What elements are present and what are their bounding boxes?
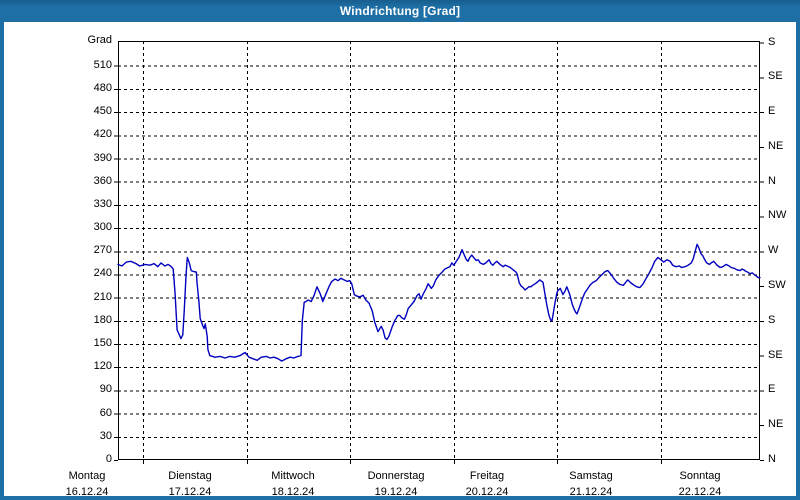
compass-label: N xyxy=(768,174,776,187)
day-label: Donnerstag 19.12.24 xyxy=(368,468,425,500)
day-name: Freitag xyxy=(469,470,505,482)
day-date: 19.12.24 xyxy=(374,486,418,498)
day-label: Freitag 20.12.24 xyxy=(466,468,509,500)
y-axis-left-label: 60 xyxy=(99,406,112,419)
y-axis-left-label: 270 xyxy=(93,244,112,257)
compass-label: SE xyxy=(768,348,783,361)
compass-label: S xyxy=(768,35,776,48)
plot-border xyxy=(118,41,760,460)
day-name: Samstag xyxy=(569,470,613,482)
y-axis-left-label: 420 xyxy=(93,128,112,141)
day-label: Sonntag 22.12.24 xyxy=(679,468,722,500)
wind-direction-line-chart xyxy=(114,41,764,464)
day-date: 21.12.24 xyxy=(569,486,613,498)
compass-label: SE xyxy=(768,70,783,83)
y-axis-unit-label: Grad xyxy=(87,34,112,46)
compass-label: S xyxy=(768,313,776,326)
compass-label: NE xyxy=(768,418,784,431)
series-line-windrichtung xyxy=(117,243,761,362)
day-date: 16.12.24 xyxy=(65,486,109,498)
y-axis-left-label: 300 xyxy=(93,221,112,234)
chart-panel: Grad 510 480 450 420 390 360 330 300 270 240 210 18… xyxy=(4,22,796,498)
y-axis-left-label: 510 xyxy=(93,58,112,71)
y-axis-left-label: 150 xyxy=(93,337,112,350)
compass-label: NW xyxy=(768,209,787,222)
day-name: Mittwoch xyxy=(271,470,315,482)
day-label: Mittwoch 18.12.24 xyxy=(271,468,314,500)
day-label: Montag 16.12.24 xyxy=(66,468,109,500)
y-axis-left-label: 240 xyxy=(93,267,112,280)
day-date: 18.12.24 xyxy=(271,486,315,498)
y-axis-left-label: 120 xyxy=(93,360,112,373)
y-axis-left-label: 0 xyxy=(105,453,112,465)
y-axis-left-label: 30 xyxy=(99,429,112,442)
compass-label: E xyxy=(768,105,776,118)
y-axis-left-label: 480 xyxy=(93,81,112,94)
compass-label: SW xyxy=(768,279,786,292)
y-axis-left-label: 90 xyxy=(99,383,112,396)
day-date: 20.12.24 xyxy=(465,486,509,498)
compass-label: E xyxy=(768,383,776,396)
day-name: Dienstag xyxy=(168,470,212,482)
compass-label: NE xyxy=(768,139,784,152)
chart-title: Windrichtung [Grad] xyxy=(339,4,461,18)
y-axis-left-label: 180 xyxy=(93,313,112,326)
day-name: Sonntag xyxy=(679,470,721,482)
y-axis-left-label: 360 xyxy=(93,174,112,187)
day-date: 22.12.24 xyxy=(678,486,722,498)
y-axis-left-label: 390 xyxy=(93,151,112,164)
plot-area xyxy=(114,41,764,464)
compass-label: W xyxy=(768,244,779,257)
day-label: Samstag 21.12.24 xyxy=(569,468,612,500)
y-axis-left-label: 450 xyxy=(93,105,112,118)
y-axis-left-label: 330 xyxy=(93,197,112,210)
day-date: 17.12.24 xyxy=(168,486,212,498)
compass-label: N xyxy=(768,453,776,465)
y-axis-left-label: 210 xyxy=(93,290,112,303)
day-name: Montag xyxy=(68,470,106,482)
day-label: Dienstag 17.12.24 xyxy=(168,468,211,500)
day-name: Donnerstag xyxy=(367,470,425,482)
chart-title-bar: Windrichtung [Grad] xyxy=(0,0,800,22)
